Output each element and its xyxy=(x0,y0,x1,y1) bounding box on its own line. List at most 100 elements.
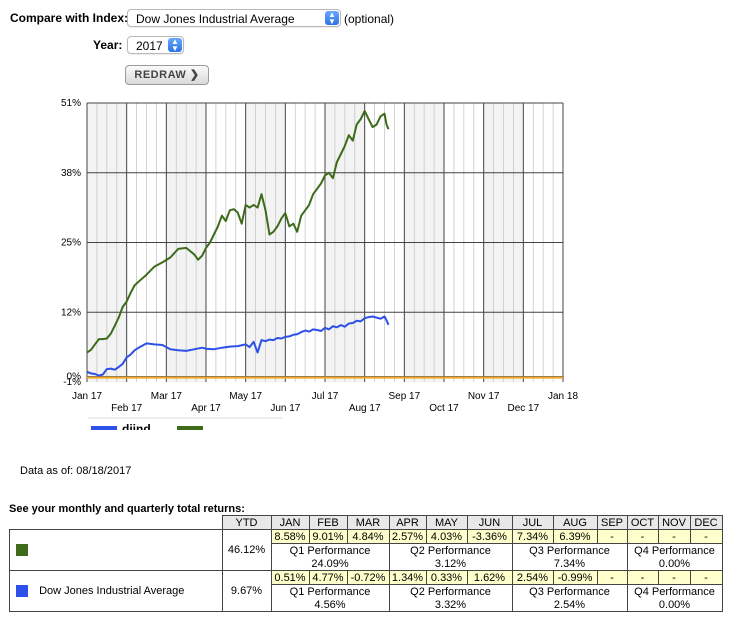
row-1-nov: - xyxy=(657,529,691,544)
row-2-sep: - xyxy=(596,570,628,585)
performance-chart: 51% 38% 25% 12% 0%-1% Jan 17 Feb 17 Mar 17 Apr … xyxy=(61,98,578,430)
series-line-2 xyxy=(86,110,390,354)
row-1-dec: - xyxy=(689,529,723,544)
row-2-ytd: 9.67% xyxy=(221,570,272,612)
x-tick-label: Apr 17 xyxy=(191,403,221,414)
y-tick-label: 0% xyxy=(67,372,82,383)
returns-row-2-quarter-labels: Q1 Performance Q2 Performance Q3 Perform… xyxy=(10,584,723,598)
row-1-jan: 8.58% xyxy=(270,529,310,544)
index-select[interactable]: Dow Jones Industrial Average ▲ ▼ xyxy=(127,9,341,27)
row-1-swatch xyxy=(16,544,28,557)
header-blank xyxy=(9,515,222,530)
header-sep: SEP xyxy=(596,515,628,530)
row-2-q2-label: Q2 Performance xyxy=(388,584,513,598)
row-2-q3-value: 2.54% xyxy=(511,598,628,612)
row-1-ytd: 46.12% xyxy=(221,529,272,571)
x-tick-label: Jul 17 xyxy=(312,391,339,402)
header-nov: NOV xyxy=(657,515,691,530)
returns-table: YTD JAN FEB MAR APR MAY JUN JUL AUG SEP … xyxy=(9,515,723,612)
x-tick-label: May 17 xyxy=(229,391,262,402)
data-as-of: Data as of: 08/18/2017 xyxy=(20,465,132,477)
legend-swatch-1 xyxy=(91,426,117,430)
returns-row-2-months: Dow Jones Industrial Average 9.67% 0.51%… xyxy=(9,570,723,612)
row-1-q1-value: 24.09% xyxy=(270,557,390,571)
y-tick-label: 12% xyxy=(61,307,81,318)
x-tick-label: Mar 17 xyxy=(151,391,183,402)
row-2-mar: -0.72% xyxy=(346,570,390,585)
select-arrows-icon: ▲ ▼ xyxy=(168,38,182,53)
row-2-aug: -0.99% xyxy=(552,570,598,585)
chevron-right-icon: ❯ xyxy=(189,69,200,81)
row-2-name: Dow Jones Industrial Average xyxy=(39,584,185,597)
year-label: Year: xyxy=(93,38,123,52)
row-1-q4-value: 0.00% xyxy=(626,557,723,571)
row-1-oct: - xyxy=(626,529,659,544)
returns-title: See your monthly and quarterly total ret… xyxy=(9,503,245,515)
row-2-q2-value: 3.32% xyxy=(388,598,513,612)
row-1-apr: 2.57% xyxy=(388,529,427,544)
row-1-mar: 4.84% xyxy=(346,529,390,544)
row-2-swatch xyxy=(16,585,28,598)
header-feb: FEB xyxy=(308,515,348,530)
x-tick-label: Aug 17 xyxy=(349,403,381,414)
row-2-dec: - xyxy=(689,570,723,585)
row-1-jul: 7.34% xyxy=(511,529,554,544)
row-2-q4-label: Q4 Performance xyxy=(626,584,723,598)
header-apr: APR xyxy=(388,515,427,530)
year-select[interactable]: 2017 ▲ ▼ xyxy=(127,36,184,54)
returns-row-2-quarter-values: 4.56% 3.32% 2.54% 0.00% xyxy=(10,598,723,612)
y-tick-label: 25% xyxy=(61,238,81,249)
row-2-may: 0.33% xyxy=(425,570,468,585)
compare-label: Compare with Index: xyxy=(10,11,129,25)
x-tick-label: Feb 17 xyxy=(111,403,143,414)
x-tick-label: Nov 17 xyxy=(468,391,500,402)
row-1-name-cell xyxy=(9,529,223,571)
x-tick-label: Jan 18 xyxy=(548,391,578,402)
row-1-sep: - xyxy=(596,529,628,544)
legend-label-1: djind xyxy=(122,422,151,430)
row-1-may: 4.03% xyxy=(425,529,468,544)
x-tick-label: Jan 17 xyxy=(72,391,102,402)
row-2-jun: 1.62% xyxy=(466,570,513,585)
y-tick-label: -1% xyxy=(63,377,81,388)
row-1-q2-label: Q2 Performance xyxy=(388,543,513,557)
row-2-q1-label: Q1 Performance xyxy=(270,584,390,598)
row-2-name-cell: Dow Jones Industrial Average xyxy=(9,570,223,612)
x-tick-label: Oct 17 xyxy=(429,403,459,414)
row-2-q3-label: Q3 Performance xyxy=(511,584,628,598)
index-select-value: Dow Jones Industrial Average xyxy=(136,12,295,26)
row-2-jan: 0.51% xyxy=(270,570,310,585)
row-2-feb: 4.77% xyxy=(308,570,348,585)
header-jan: JAN xyxy=(270,515,310,530)
returns-row-1-quarter-labels: Q1 Performance Q2 Performance Q3 Perform… xyxy=(10,543,723,557)
x-tick-label: Dec 17 xyxy=(507,403,539,414)
y-tick-label: 38% xyxy=(61,168,81,179)
header-aug: AUG xyxy=(552,515,598,530)
row-1-q3-label: Q3 Performance xyxy=(511,543,628,557)
y-tick-label: 51% xyxy=(61,98,81,109)
header-jul: JUL xyxy=(511,515,554,530)
row-1-jun: -3.36% xyxy=(466,529,513,544)
row-1-q3-value: 7.34% xyxy=(511,557,628,571)
row-2-q1-value: 4.56% xyxy=(270,598,390,612)
row-2-jul: 2.54% xyxy=(511,570,554,585)
header-ytd: YTD xyxy=(221,515,272,530)
row-1-q1-label: Q1 Performance xyxy=(270,543,390,557)
series-line-1 xyxy=(86,315,390,377)
row-1-feb: 9.01% xyxy=(308,529,348,544)
header-jun: JUN xyxy=(466,515,513,530)
header-oct: OCT xyxy=(626,515,659,530)
row-2-apr: 1.34% xyxy=(388,570,427,585)
year-select-value: 2017 xyxy=(136,39,163,53)
returns-header-row: YTD JAN FEB MAR APR MAY JUN JUL AUG SEP … xyxy=(9,515,723,530)
x-tick-label: Sep 17 xyxy=(388,391,420,402)
redraw-button[interactable]: REDRAW ❯ xyxy=(125,65,209,85)
row-1-q2-value: 3.12% xyxy=(388,557,513,571)
row-2-oct: - xyxy=(626,570,659,585)
optional-label: (optional) xyxy=(344,12,395,26)
header-dec: DEC xyxy=(689,515,723,530)
header-may: MAY xyxy=(425,515,468,530)
returns-row-1-quarter-values: 24.09% 3.12% 7.34% 0.00% xyxy=(10,557,723,571)
row-1-q4-label: Q4 Performance xyxy=(626,543,723,557)
row-2-nov: - xyxy=(657,570,691,585)
